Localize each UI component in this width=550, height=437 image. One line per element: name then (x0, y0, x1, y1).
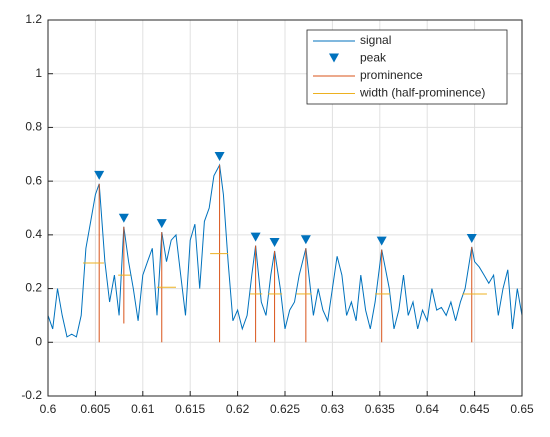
legend-label: prominence (360, 68, 423, 82)
peak-marker (300, 235, 311, 245)
y-tick-label: -0.2 (21, 388, 42, 402)
x-tick-label: 0.61 (131, 402, 155, 416)
peak-marker (118, 213, 129, 223)
signal-line (47, 163, 523, 338)
x-tick-label: 0.63 (321, 402, 345, 416)
peak-marker (250, 232, 261, 242)
y-tick-label: 1 (35, 66, 42, 80)
peak-marker (214, 152, 225, 162)
x-tick-label: 0.65 (510, 402, 534, 416)
axes-box (47, 19, 523, 397)
y-tick-label: 0.2 (25, 281, 42, 295)
x-tick-label: 0.635 (365, 402, 395, 416)
peak-marker (94, 170, 105, 180)
x-tick-label: 0.645 (460, 402, 490, 416)
x-tick-label: 0.625 (270, 402, 300, 416)
peak-marker (376, 236, 387, 246)
y-tick-label: 0.8 (25, 120, 42, 134)
y-tick-label: 0.4 (25, 227, 42, 241)
x-tick-label: 0.6 (40, 402, 57, 416)
y-tick-label: 0.6 (25, 173, 42, 187)
peak-marker (156, 219, 167, 229)
legend-label: width (half-prominence) (359, 86, 485, 100)
x-tick-label: 0.64 (416, 402, 440, 416)
peak-marker (466, 233, 477, 243)
legend: signal peak prominence width (half-prominen… (306, 29, 508, 105)
x-tick-label: 0.615 (175, 402, 205, 416)
peak-marker (269, 237, 280, 247)
x-tick-label: 0.605 (80, 402, 110, 416)
y-tick-label: 1.2 (25, 12, 42, 26)
legend-label: signal (360, 33, 391, 47)
y-tick-label: 0 (35, 334, 42, 348)
legend-box (306, 29, 508, 105)
x-tick-label: 0.62 (226, 402, 250, 416)
legend-label: peak (360, 51, 387, 65)
legend-swatch (329, 53, 339, 63)
